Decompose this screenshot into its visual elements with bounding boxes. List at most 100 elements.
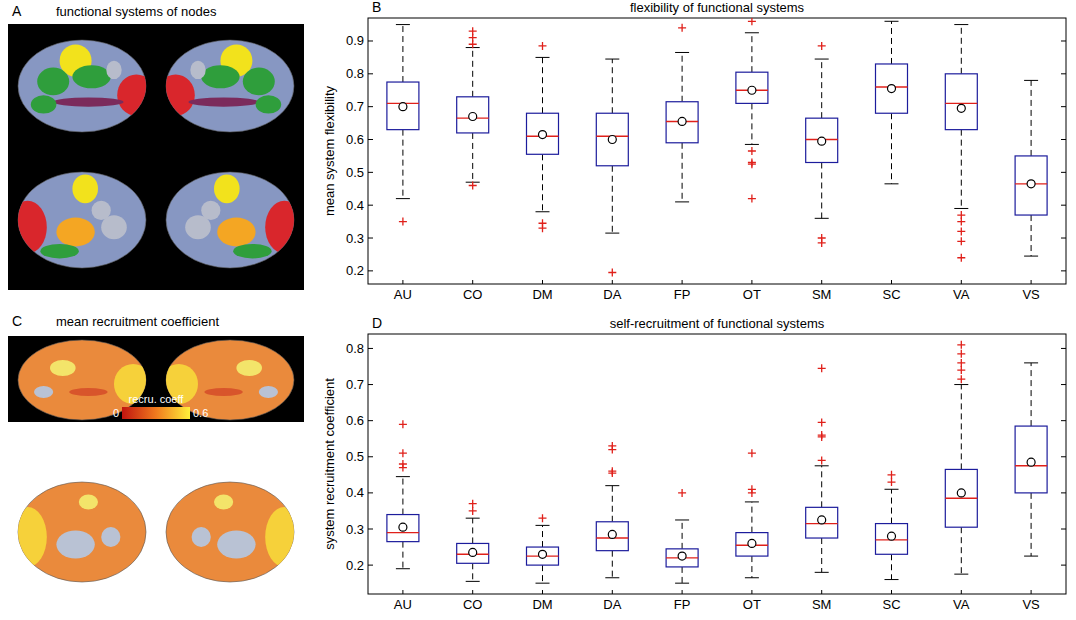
brain-view <box>8 172 146 268</box>
whisker-cap <box>815 465 829 466</box>
y-tick <box>1061 420 1066 421</box>
y-tick <box>368 205 373 206</box>
mean-marker <box>539 131 547 139</box>
box <box>876 524 908 555</box>
brain-region <box>8 201 46 254</box>
brain-region <box>72 174 98 203</box>
whisker <box>542 154 543 211</box>
brain-view <box>8 482 146 582</box>
box <box>387 82 419 130</box>
brain-region <box>188 98 258 107</box>
outlier <box>818 239 826 247</box>
panel-title: self-recruitment of functional systems <box>610 316 825 331</box>
whisker-cap <box>954 24 968 25</box>
box <box>457 97 489 133</box>
y-tick <box>1061 40 1066 41</box>
y-tick-label: 0.3 <box>346 231 364 246</box>
x-tick-label: DA <box>603 597 621 612</box>
brain-patches <box>192 495 304 568</box>
brain-region <box>56 218 94 247</box>
whisker-cap <box>954 208 968 209</box>
y-tick-label: 0.2 <box>346 558 364 573</box>
brain-region <box>34 386 53 398</box>
x-tick <box>472 280 473 284</box>
outlier <box>399 420 407 428</box>
outlier <box>748 147 756 155</box>
outlier <box>399 460 407 468</box>
y-tick <box>368 106 373 107</box>
brain-patches <box>31 45 156 116</box>
y-tick <box>368 40 373 41</box>
whisker-cap <box>885 183 899 184</box>
outlier <box>957 227 965 235</box>
whisker-cap <box>885 489 899 490</box>
mean-marker <box>678 552 686 560</box>
colorbar <box>122 407 190 419</box>
whisker-cap <box>745 32 759 33</box>
y-tick-label: 0.6 <box>346 413 364 428</box>
whisker-cap <box>815 572 829 573</box>
whisker <box>542 525 543 547</box>
box <box>945 74 977 130</box>
outlier <box>539 42 547 50</box>
colorbar-label: recru. coeff <box>129 393 185 405</box>
whisker <box>751 502 752 533</box>
mean-marker <box>818 516 826 524</box>
brain-region <box>259 386 278 398</box>
outlier <box>748 18 756 25</box>
outlier <box>469 500 477 508</box>
outlier <box>957 254 965 262</box>
brain-region <box>8 507 46 567</box>
y-tick-label: 0.4 <box>346 485 364 500</box>
y-tick <box>1061 73 1066 74</box>
mean-marker <box>539 550 547 558</box>
y-tick <box>1061 529 1066 530</box>
plot-area <box>387 18 1047 277</box>
whisker <box>682 143 683 202</box>
brain-region <box>101 527 120 547</box>
brain-patches <box>8 495 120 568</box>
y-tick <box>368 348 373 349</box>
whisker <box>612 486 613 522</box>
colorbar-tick-label: 0 <box>113 407 119 419</box>
whisker-cap <box>605 59 619 60</box>
mean-marker <box>888 85 896 93</box>
whisker <box>542 565 543 583</box>
brain-view <box>166 482 304 582</box>
brain-view <box>156 40 294 132</box>
brain-view <box>18 40 156 132</box>
panel-letter: A <box>12 3 22 19</box>
whisker <box>472 518 473 543</box>
mean-marker <box>957 104 965 112</box>
image-background <box>8 336 304 422</box>
whisker-cap <box>1024 80 1038 81</box>
x-tick <box>682 280 683 284</box>
whisker-cap <box>536 525 550 526</box>
figure: Afunctional systems of nodesBflexibility… <box>0 0 1076 620</box>
brain-region <box>204 388 242 396</box>
y-tick <box>1061 384 1066 385</box>
whisker-cap <box>536 583 550 584</box>
brain-region <box>117 75 155 116</box>
outlier <box>399 218 407 226</box>
brain-region <box>214 495 233 510</box>
whisker <box>472 48 473 97</box>
x-tick <box>751 280 752 284</box>
x-tick-label: CO <box>463 287 483 302</box>
brain-region <box>156 75 194 116</box>
x-tick-label: OT <box>743 287 761 302</box>
brain-region <box>50 360 76 376</box>
y-tick <box>368 565 373 566</box>
x-tick <box>402 280 403 284</box>
x-tick <box>542 590 543 594</box>
mean-marker <box>678 117 686 125</box>
whisker <box>402 130 403 199</box>
whisker <box>751 556 752 578</box>
whisker-cap <box>396 24 410 25</box>
brain-patches <box>8 174 126 258</box>
y-tick <box>1061 139 1066 140</box>
whisker-cap <box>396 198 410 199</box>
brain-region <box>217 218 255 247</box>
outlier <box>399 449 407 457</box>
x-tick-label: VA <box>953 597 970 612</box>
